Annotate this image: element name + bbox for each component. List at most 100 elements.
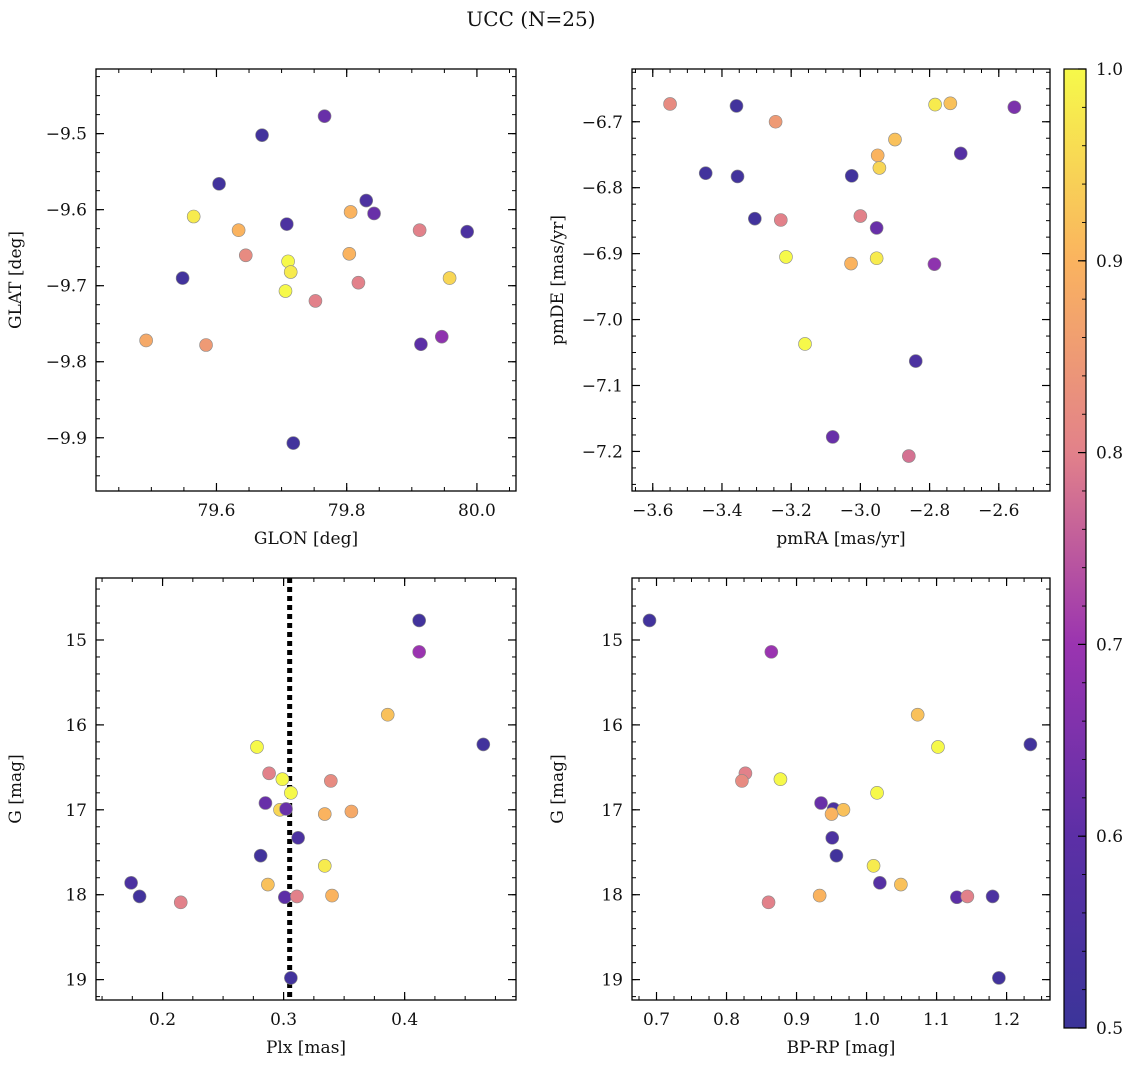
data-point [869,251,884,266]
x-tick-label: −3.4 [701,501,742,521]
x-tick-label: 0.9 [783,1010,810,1030]
data-point [773,213,788,227]
data-point [414,337,428,352]
data-point [186,209,201,224]
data-point [367,206,381,221]
y-tick-label: −7.1 [582,377,623,397]
x-tick-label: 0.2 [149,1010,176,1030]
y-tick-label: −6.9 [582,245,623,265]
data-point [343,205,358,219]
colorbar-tick-label: 0.9 [1096,252,1123,272]
data-point [278,890,292,905]
y-tick-label: 17 [65,801,87,821]
colorbar-tick-label: 0.6 [1096,827,1123,847]
data-point [412,223,427,237]
data-point [992,971,1006,985]
y-tick-label: 15 [601,631,623,651]
x-tick-label: −3.0 [840,501,881,521]
data-point [279,217,294,231]
data-point [124,876,138,890]
x-axis-label: Plx [mas] [266,1038,346,1058]
x-axis-label: GLON [deg] [254,529,358,549]
data-point [779,250,793,264]
data-point [258,796,273,810]
x-tick-label: −3.6 [632,501,673,521]
data-point [324,774,338,788]
y-tick-label: 15 [65,631,87,651]
x-tick-label: 0.8 [713,1010,740,1030]
data-point [825,831,840,845]
data-point [308,294,323,308]
data-point [476,737,491,752]
data-point [812,888,827,903]
data-point [250,740,264,754]
data-point [262,766,276,781]
data-point [139,333,153,348]
colorbar: 0.5 0.6 0.7 0.8 0.9 1.0 [1063,60,1123,1039]
data-point [953,146,968,161]
axes-frame [631,577,1051,1001]
data-point [290,889,304,904]
data-point [836,803,851,817]
y-axis-label: GLAT [deg] [6,231,26,329]
y-tick-label: −9.6 [46,201,87,221]
scatter-panel-2: −3.6 −3.4 −3.2 −3.0 −2.8 −2.6 −6.7 −6.8 −6.9 −7.0… [548,68,1051,549]
data-point [824,807,839,821]
data-point [380,707,395,722]
data-point [902,449,916,463]
axes-frame [95,577,517,1001]
data-point [872,161,887,175]
y-tick-label: −6.8 [582,179,623,199]
data-point [910,707,925,722]
data-point [291,831,305,845]
data-point [351,275,366,290]
data-point [359,193,374,208]
x-tick-label: −3.2 [771,501,812,521]
data-point [275,772,290,787]
data-point [870,148,885,163]
y-tick-label: 19 [65,971,87,991]
data-point [255,128,269,142]
data-point [642,613,657,628]
x-tick-label: 0.7 [643,1010,670,1030]
data-point [730,169,745,184]
colorbar-tick-label: 0.8 [1096,444,1123,464]
x-tick-label: 79.8 [328,501,366,521]
x-tick-label: 0.3 [270,1010,297,1030]
y-tick-label: −7.0 [582,311,623,331]
data-point [663,97,677,111]
data-point [698,166,713,180]
data-point [261,877,275,892]
data-point [344,804,359,819]
data-point [212,177,226,191]
data-point [279,802,293,816]
data-point [278,284,293,298]
data-point [442,271,457,285]
x-tick-label: −2.6 [978,501,1019,521]
data-point [960,889,975,904]
data-point [748,211,762,226]
y-tick-label: 19 [601,971,623,991]
x-axis-label: BP-RP [mag] [787,1038,896,1058]
data-point [764,645,779,659]
data-point [768,114,783,129]
data-point [829,848,844,863]
y-axis-label: pmDE [mas/yr] [548,215,568,345]
data-point [317,807,332,821]
y-tick-label: −9.9 [46,429,87,449]
data-point [869,221,884,235]
scatter-panel-3: 0.2 0.3 0.4 15 16 17 18 19 Plx [mas] G [mag] [6,577,517,1058]
x-tick-label: 1.1 [923,1010,950,1030]
y-tick-label: −9.5 [46,125,87,145]
data-point [132,889,147,904]
x-tick-label: 1.0 [853,1010,880,1030]
data-point [908,354,923,368]
x-axis-label: pmRA [mas/yr] [776,529,905,549]
data-point [894,877,908,892]
data-point [434,329,449,344]
y-axis-label: G [mag] [548,754,568,823]
y-tick-label: −9.7 [46,277,87,297]
y-tick-label: 18 [601,886,623,906]
data-point [866,859,881,873]
